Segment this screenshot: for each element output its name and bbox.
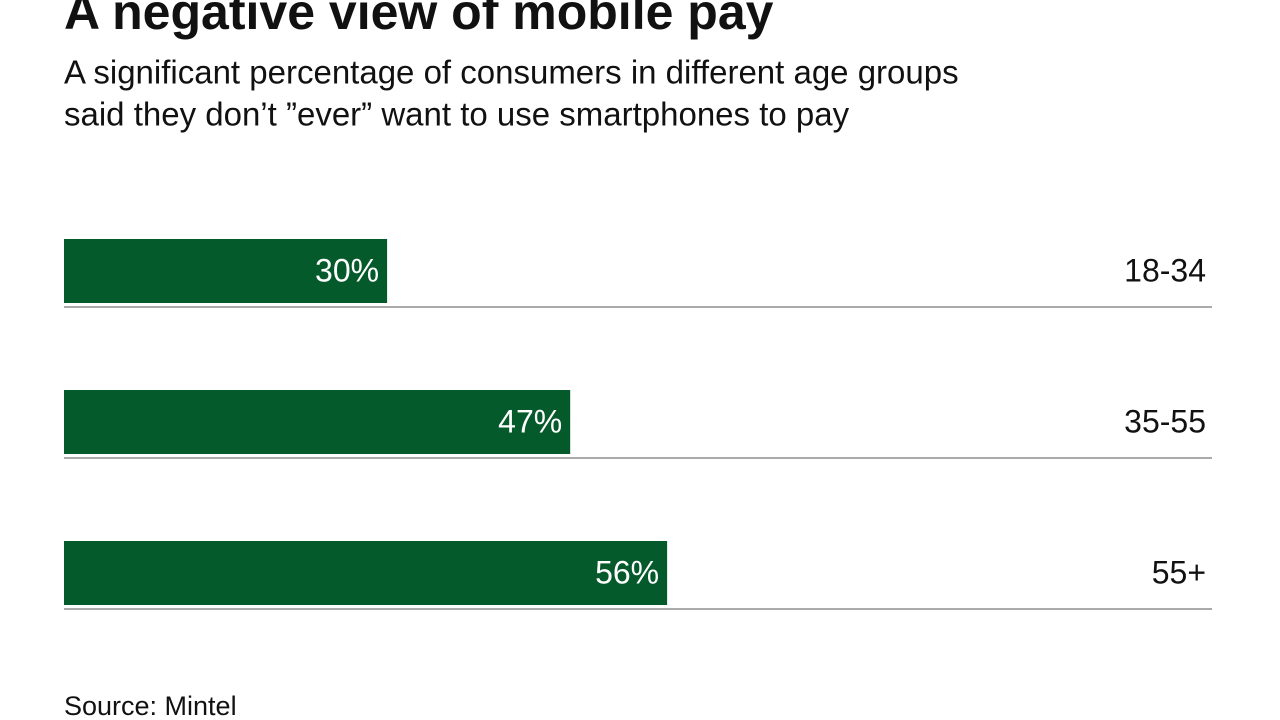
- chart-subtitle: A significant percentage of consumers in…: [64, 54, 959, 91]
- value-label: 56%: [595, 554, 659, 590]
- value-label: 47%: [498, 403, 562, 439]
- chart-title: A negative view of mobile pay: [64, 0, 774, 40]
- value-label: 30%: [315, 252, 379, 288]
- category-label: 55+: [1152, 554, 1206, 590]
- bar: [64, 541, 668, 605]
- bar: [64, 390, 571, 454]
- chart-subtitle: said they don’t ”ever” want to use smart…: [64, 96, 850, 133]
- category-label: 18-34: [1124, 252, 1206, 288]
- source-note: Source: Mintel: [64, 691, 237, 720]
- category-label: 35-55: [1124, 403, 1206, 439]
- bar: [64, 239, 388, 303]
